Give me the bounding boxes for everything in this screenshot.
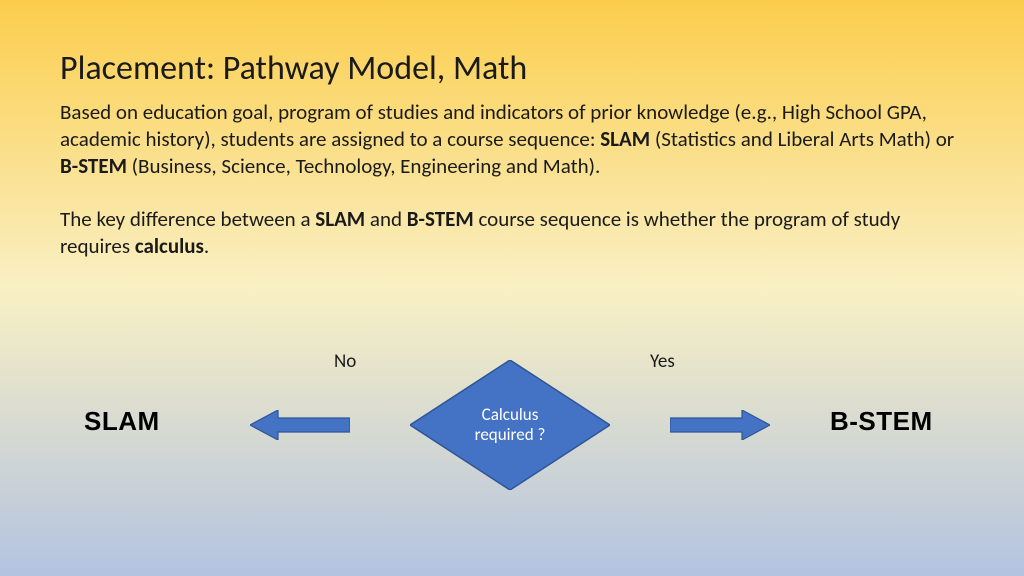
diamond-line2: required ? [475, 424, 546, 445]
p1-b: (Statistics and Liberal Arts Math) or [650, 126, 954, 152]
slide-title: Placement: Pathway Model, Math [60, 48, 964, 89]
bstem-endpoint: B-STEM [830, 406, 933, 437]
p1-slam: SLAM [600, 126, 650, 152]
yes-label: Yes [650, 350, 675, 373]
body-text: Based on education goal, program of stud… [60, 99, 964, 259]
p2-a: The key difference between a [60, 206, 315, 232]
no-label: No [334, 350, 356, 373]
p2-b: and [365, 206, 407, 232]
diamond-line1: Calculus [482, 404, 539, 425]
p1-c: (Business, Science, Technology, Engineer… [127, 153, 600, 179]
slam-endpoint: SLAM [84, 406, 160, 437]
p2-d: . [204, 233, 209, 259]
flowchart: No Yes SLAM B-STEM Calculus required ? [0, 350, 1024, 530]
p2-slam: SLAM [315, 206, 365, 232]
arrow-right-icon [670, 410, 770, 440]
arrow-left-icon [250, 410, 350, 440]
p2-calculus: calculus [135, 233, 204, 259]
p2-bstem: B-STEM [407, 206, 474, 232]
decision-diamond: Calculus required ? [410, 360, 610, 490]
p1-bstem: B-STEM [60, 153, 127, 179]
